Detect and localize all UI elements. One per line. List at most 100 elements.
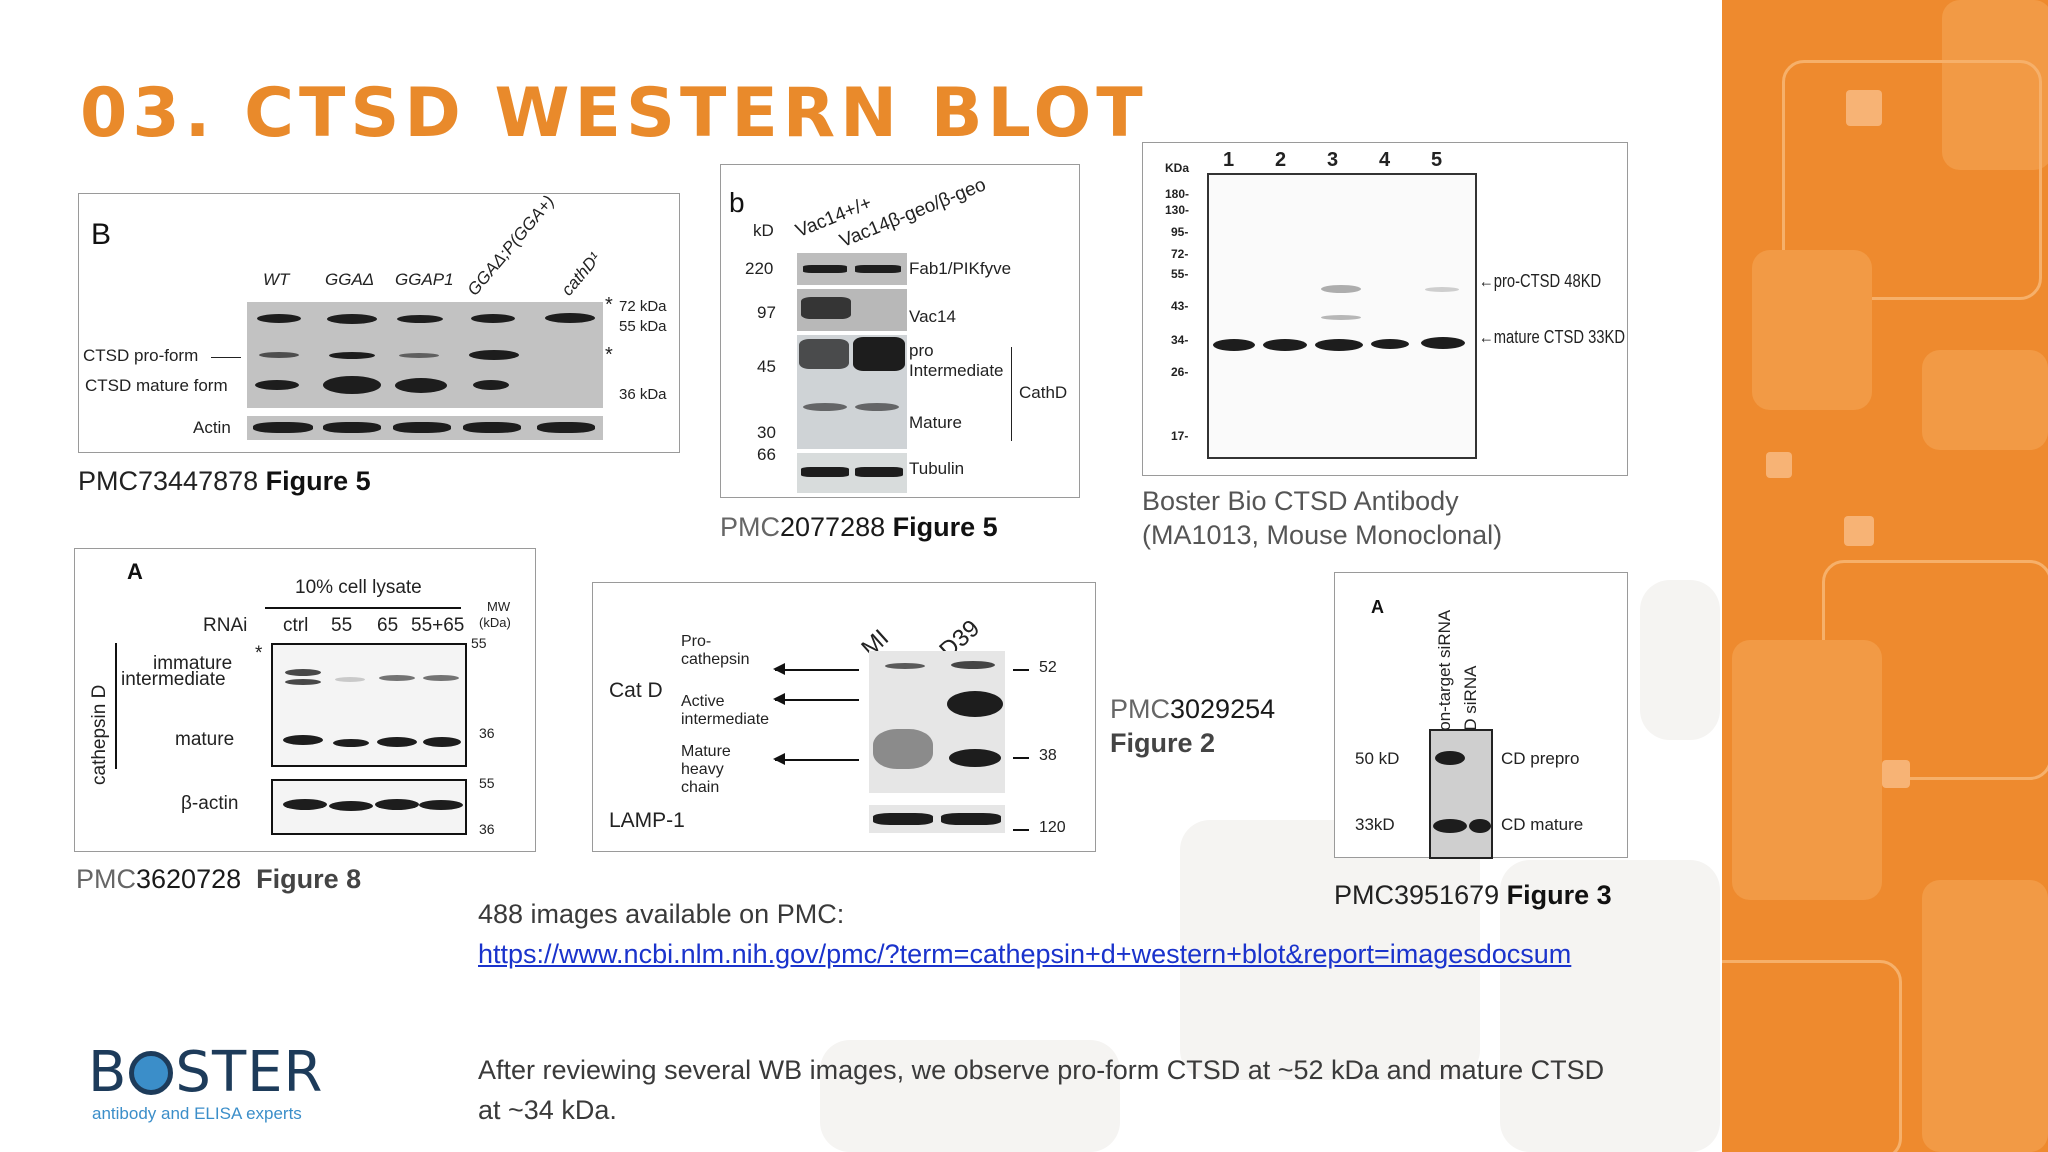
header-label: 10% cell lysate bbox=[295, 577, 422, 598]
caption-id: PMC73447878 bbox=[78, 466, 259, 496]
band-label: immature bbox=[153, 653, 233, 674]
band bbox=[283, 799, 327, 810]
band bbox=[803, 403, 847, 411]
lane-label: GGAP1 bbox=[395, 270, 454, 289]
kd-label: kD bbox=[753, 221, 774, 240]
band-label: intermediate bbox=[681, 711, 770, 728]
band bbox=[419, 800, 463, 810]
band bbox=[1421, 337, 1465, 349]
band bbox=[1321, 285, 1361, 293]
band bbox=[375, 799, 419, 810]
caption-id: 3620728 bbox=[136, 864, 242, 894]
deco-dot bbox=[1882, 760, 1910, 788]
band bbox=[257, 314, 301, 323]
band bbox=[399, 353, 439, 358]
band-label: Fab1/PIKfyve bbox=[909, 259, 1012, 278]
band bbox=[873, 729, 933, 769]
band bbox=[801, 467, 849, 477]
mw-marker: 38 bbox=[1039, 747, 1057, 764]
deco-dot bbox=[1844, 516, 1874, 546]
lane-label: Non-target siRNA bbox=[1435, 609, 1454, 743]
blot-image bbox=[869, 651, 1005, 793]
band bbox=[1371, 339, 1409, 349]
lane-label: 65 bbox=[377, 615, 399, 636]
band bbox=[545, 313, 595, 323]
caption-figure: Figure 8 bbox=[256, 864, 362, 894]
caption-id: 3029254 bbox=[1170, 694, 1276, 724]
figure-4-panel: A 10% cell lysate RNAi ctrl 55 65 55+65 … bbox=[74, 548, 536, 852]
bg-square bbox=[820, 1040, 1120, 1152]
caption-figure: Figure 5 bbox=[265, 466, 371, 496]
figure-1-caption: PMC73447878 Figure 5 bbox=[78, 466, 371, 497]
band bbox=[253, 422, 313, 433]
logo-o-icon bbox=[129, 1051, 174, 1095]
band bbox=[259, 352, 299, 358]
band bbox=[463, 422, 521, 433]
blot-strip bbox=[797, 253, 907, 285]
band-label: ←mature CTSD 33KD bbox=[1479, 327, 1626, 347]
mw-marker: 50 kD bbox=[1355, 749, 1400, 768]
band bbox=[537, 422, 595, 433]
lane-label: 4 bbox=[1379, 149, 1391, 171]
mw-marker: 66 bbox=[757, 445, 776, 464]
mw-marker: 120 bbox=[1039, 819, 1066, 836]
band-label: LAMP-1 bbox=[609, 809, 685, 832]
figure-2-caption: PMC2077288 Figure 5 bbox=[720, 512, 998, 543]
side-label: cathepsin D bbox=[89, 684, 110, 785]
band bbox=[329, 801, 373, 811]
mw-marker: 52 bbox=[1039, 659, 1057, 676]
band bbox=[329, 352, 375, 359]
mw-marker: 220 bbox=[745, 259, 774, 278]
mw-marker: 95- bbox=[1171, 225, 1189, 239]
arrow-line bbox=[775, 699, 859, 701]
figure-3-caption: Boster Bio CTSD Antibody (MA1013, Mouse … bbox=[1142, 484, 1502, 552]
group-label: CathD bbox=[1019, 383, 1068, 402]
band bbox=[803, 265, 847, 273]
panel-letter: A bbox=[1371, 597, 1384, 617]
panel-letter: b bbox=[729, 187, 745, 218]
band bbox=[951, 661, 995, 669]
mw-marker: 33kD bbox=[1355, 815, 1395, 834]
band bbox=[395, 378, 447, 393]
arrow-line bbox=[211, 357, 241, 358]
band-label: heavy bbox=[681, 761, 724, 778]
band bbox=[1315, 339, 1363, 351]
panel-letter: A bbox=[127, 559, 143, 584]
figure-4-caption: PMC3620728 Figure 8 bbox=[76, 864, 361, 895]
band bbox=[1213, 339, 1255, 351]
band bbox=[255, 380, 299, 390]
mw-marker: 26- bbox=[1171, 365, 1189, 379]
deco-dot bbox=[1846, 90, 1882, 126]
arrow-line bbox=[775, 759, 859, 761]
band-label: Intermediate bbox=[909, 361, 1004, 380]
band bbox=[799, 339, 849, 369]
mw-marker: 97 bbox=[757, 303, 776, 322]
deco-outline bbox=[1722, 960, 1902, 1152]
figure-6-caption: PMC3951679 Figure 3 bbox=[1334, 880, 1612, 911]
band bbox=[855, 265, 901, 273]
lane-label: cathD¹ bbox=[557, 248, 605, 300]
deco-square bbox=[1922, 350, 2048, 450]
blot-lamp bbox=[869, 805, 1005, 833]
band bbox=[853, 337, 905, 371]
mw-marker: 30 bbox=[757, 423, 776, 442]
lane-label: WT bbox=[263, 270, 290, 289]
band bbox=[285, 669, 321, 676]
caption-line: Boster Bio CTSD Antibody bbox=[1142, 486, 1459, 516]
mw-marker: 34- bbox=[1171, 333, 1189, 347]
mw-marker: 55 kDa bbox=[619, 318, 667, 335]
star-mark: * bbox=[605, 344, 613, 366]
pmc-search-link[interactable]: https://www.ncbi.nlm.nih.gov/pmc/?term=c… bbox=[478, 939, 1572, 969]
band bbox=[941, 813, 1001, 825]
band bbox=[377, 737, 417, 747]
blot-strip bbox=[797, 335, 907, 449]
mw-title: MW bbox=[487, 599, 511, 614]
blot-strip bbox=[797, 289, 907, 331]
tick-mark bbox=[1013, 757, 1029, 759]
figure-2-panel: b kD Vac14+/+ Vac14β-geo/β-geo 220 97 45… bbox=[720, 164, 1080, 498]
blot-image bbox=[1429, 729, 1493, 859]
summary-text: After reviewing several WB images, we ob… bbox=[478, 1055, 1605, 1125]
band bbox=[1263, 339, 1307, 351]
band bbox=[873, 813, 933, 825]
